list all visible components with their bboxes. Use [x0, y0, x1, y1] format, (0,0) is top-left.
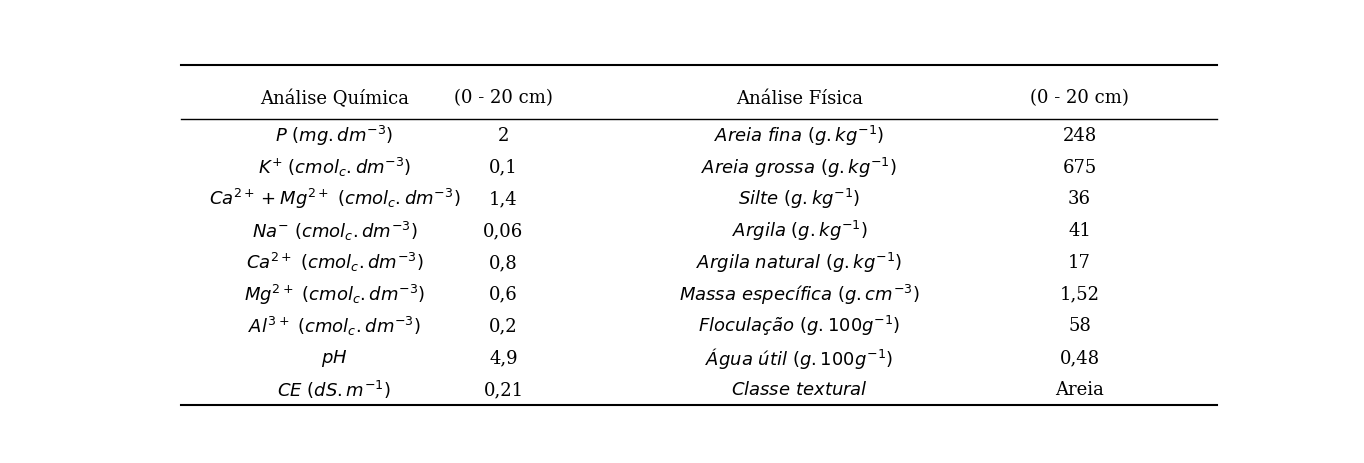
Text: $Floculação\ (g.100g^{-1})$: $Floculação\ (g.100g^{-1})$ [698, 314, 900, 338]
Text: $Na^{-}\ (cmol_c.dm^{-3})$: $Na^{-}\ (cmol_c.dm^{-3})$ [251, 219, 417, 242]
Text: 36: 36 [1068, 190, 1091, 208]
Text: 248: 248 [1063, 126, 1097, 144]
Text: 0,6: 0,6 [490, 285, 518, 303]
Text: $Massa\ específica\ (g.cm^{-3})$: $Massa\ específica\ (g.cm^{-3})$ [679, 282, 919, 306]
Text: $Ca^{2+}\ (cmol_c.dm^{-3})$: $Ca^{2+}\ (cmol_c.dm^{-3})$ [246, 251, 423, 274]
Text: $Areia\ fina\ (g.kg^{-1})$: $Areia\ fina\ (g.kg^{-1})$ [715, 124, 884, 148]
Text: 17: 17 [1068, 253, 1091, 271]
Text: 0,06: 0,06 [483, 222, 524, 240]
Text: 1,4: 1,4 [490, 190, 518, 208]
Text: Análise Física: Análise Física [737, 89, 863, 107]
Text: 4,9: 4,9 [490, 349, 518, 366]
Text: 0,8: 0,8 [490, 253, 518, 271]
Text: $Classe\ textural$: $Classe\ textural$ [731, 380, 868, 398]
Text: 0,1: 0,1 [490, 158, 518, 176]
Text: $Al^{3+}\ (cmol_c.dm^{-3})$: $Al^{3+}\ (cmol_c.dm^{-3})$ [248, 314, 421, 337]
Text: 0,21: 0,21 [483, 380, 524, 398]
Text: $Areia\ grossa\ (g.kg^{-1})$: $Areia\ grossa\ (g.kg^{-1})$ [701, 155, 898, 179]
Text: 2: 2 [498, 126, 509, 144]
Text: (0 - 20 cm): (0 - 20 cm) [1030, 89, 1129, 107]
Text: 0,48: 0,48 [1060, 349, 1099, 366]
Text: $pH$: $pH$ [321, 347, 348, 368]
Text: $Água\ útil\ (g.100g^{-1})$: $Água\ útil\ (g.100g^{-1})$ [705, 345, 893, 370]
Text: $K^{+}\ (cmol_c.dm^{-3})$: $K^{+}\ (cmol_c.dm^{-3})$ [258, 156, 411, 179]
Text: $Ca^{2+}+Mg^{2+}\ (cmol_c.dm^{-3})$: $Ca^{2+}+Mg^{2+}\ (cmol_c.dm^{-3})$ [209, 187, 460, 211]
Text: 41: 41 [1068, 222, 1091, 240]
Text: Areia: Areia [1056, 380, 1103, 398]
Text: $Argila\ natural\ (g.kg^{-1})$: $Argila\ natural\ (g.kg^{-1})$ [697, 250, 903, 275]
Text: $P\ (mg.dm^{-3})$: $P\ (mg.dm^{-3})$ [276, 124, 393, 148]
Text: 58: 58 [1068, 317, 1091, 335]
Text: (0 - 20 cm): (0 - 20 cm) [454, 89, 552, 107]
Text: 0,2: 0,2 [490, 317, 518, 335]
Text: $Argila\ (g.kg^{-1})$: $Argila\ (g.kg^{-1})$ [731, 219, 868, 243]
Text: $Mg^{2+}\ (cmol_c.dm^{-3})$: $Mg^{2+}\ (cmol_c.dm^{-3})$ [244, 282, 424, 306]
Text: Análise Química: Análise Química [261, 89, 409, 107]
Text: 675: 675 [1063, 158, 1097, 176]
Text: $Silte\ (g.kg^{-1})$: $Silte\ (g.kg^{-1})$ [738, 187, 861, 211]
Text: $CE\ (dS.m^{-1})$: $CE\ (dS.m^{-1})$ [277, 378, 391, 400]
Text: 1,52: 1,52 [1060, 285, 1099, 303]
